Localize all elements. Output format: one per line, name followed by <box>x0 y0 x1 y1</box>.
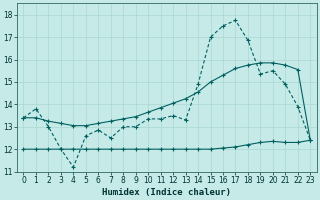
X-axis label: Humidex (Indice chaleur): Humidex (Indice chaleur) <box>102 188 231 197</box>
